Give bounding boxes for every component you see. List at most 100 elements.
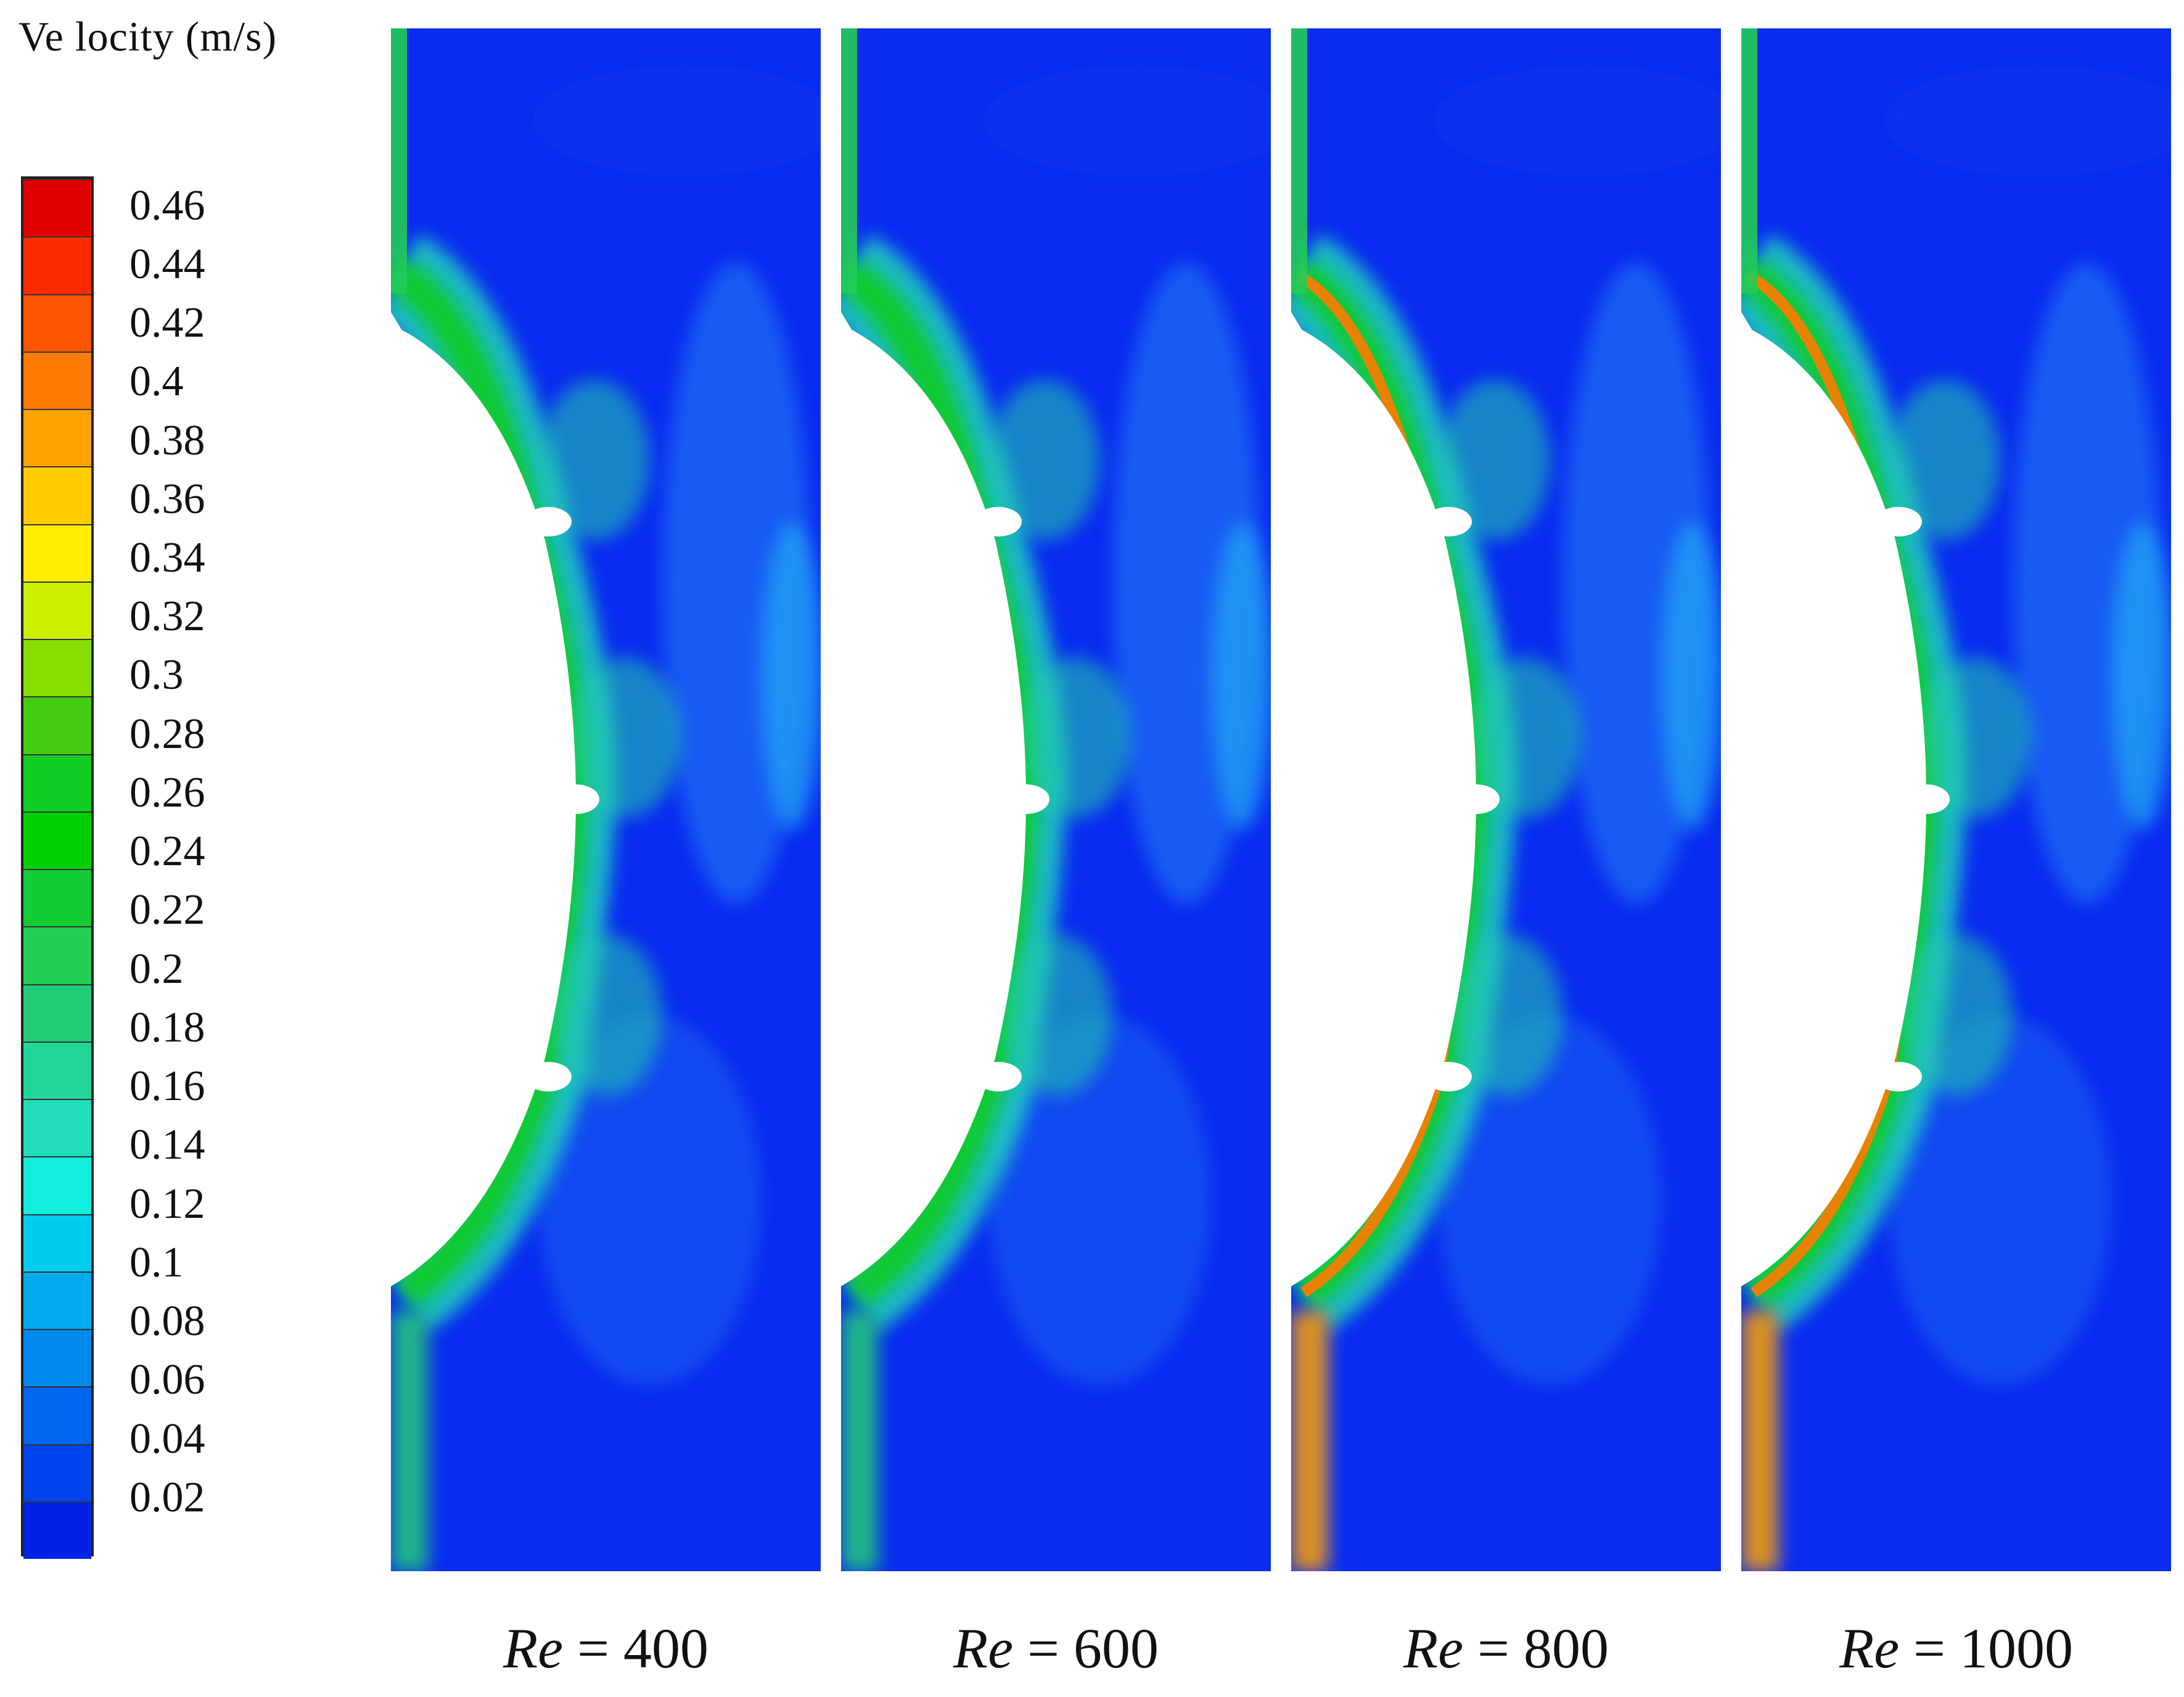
colorbar-tick-label: 0.28 xyxy=(129,710,205,758)
field-band xyxy=(539,1015,761,1385)
colorbar-tick-label: 0.14 xyxy=(129,1121,205,1169)
inlet-wall-jet xyxy=(1291,28,1307,294)
field-band xyxy=(761,522,821,830)
field-band xyxy=(1211,522,1271,830)
colorbar-cell xyxy=(23,236,91,294)
panel-label-re800: Re = 800 xyxy=(1403,1617,1609,1680)
cylinder-face xyxy=(391,324,576,1286)
velocity-colorbar xyxy=(21,176,94,1559)
colorbar-tick-label: 0.18 xyxy=(129,1003,205,1051)
field-band xyxy=(2111,522,2171,830)
cylinder-face xyxy=(1741,324,1926,1286)
colorbar-tick-label: 0.24 xyxy=(129,828,205,876)
cylinder-fin xyxy=(525,507,572,536)
colorbar-tick-labels: 0.46 0.44 0.42 0.4 0.38 0.36 0.34 0.32 0.3 0.28 0.… xyxy=(129,176,290,1556)
colorbar-cell xyxy=(23,581,91,639)
colorbar-tick-label: 0.4 xyxy=(129,358,184,406)
cylinder-fin xyxy=(1875,507,1922,536)
panel-label-re600: Re = 600 xyxy=(953,1617,1159,1680)
vortex-lobe xyxy=(1920,657,2031,818)
outlet-wall-jet xyxy=(1291,1311,1328,1571)
velocity-contour-plot xyxy=(1291,28,1721,1571)
vortex-lobe xyxy=(1889,380,2000,540)
colorbar-tick-label: 0.16 xyxy=(129,1062,205,1111)
panel-label-re1000: Re = 1000 xyxy=(1839,1617,2073,1680)
contour-panel-re1000 xyxy=(1741,28,2171,1571)
colorbar-cell xyxy=(23,1041,91,1099)
inlet-wall-jet xyxy=(841,28,857,294)
colorbar-cell xyxy=(23,466,91,524)
colorbar-cell xyxy=(23,1271,91,1329)
colorbar-tick-label: 0.26 xyxy=(129,768,205,816)
colorbar-tick-label: 0.3 xyxy=(129,651,184,699)
colorbar-cell xyxy=(23,1444,91,1502)
colorbar-tick-label: 0.32 xyxy=(129,593,205,641)
vortex-lobe xyxy=(1001,935,1112,1095)
colorbar-cell xyxy=(23,1099,91,1157)
cylinder-fin xyxy=(552,784,599,814)
cylinder-face xyxy=(841,324,1026,1286)
vortex-lobe xyxy=(1470,657,1581,818)
colorbar-cell xyxy=(23,1386,91,1444)
cylinder-fin xyxy=(1453,784,1500,814)
inlet-wall-jet xyxy=(391,28,407,294)
colorbar-cell xyxy=(23,409,91,467)
colorbar-tick-label: 0.42 xyxy=(129,299,205,347)
colorbar-tick-label: 0.36 xyxy=(129,475,205,523)
vortex-lobe xyxy=(989,380,1100,540)
colorbar-cell xyxy=(23,754,91,812)
cylinder-fin xyxy=(975,1062,1022,1091)
vortex-lobe xyxy=(1451,935,1562,1095)
field-band xyxy=(1439,1015,1661,1385)
colorbar-cell xyxy=(23,811,91,869)
colorbar-tick-label: 0.46 xyxy=(129,181,205,229)
velocity-contour-plot xyxy=(391,28,821,1571)
colorbar-cell xyxy=(23,696,91,754)
velocity-contour-plot xyxy=(841,28,1271,1571)
field-band xyxy=(989,1015,1211,1385)
colorbar-cell xyxy=(23,524,91,581)
colorbar-cell xyxy=(23,1329,91,1387)
contour-panel-re600 xyxy=(841,28,1271,1571)
outlet-wall-jet xyxy=(1741,1311,1778,1571)
colorbar-cell xyxy=(23,351,91,409)
field-band xyxy=(1661,522,1721,830)
vortex-lobe xyxy=(1902,935,2013,1095)
field-band xyxy=(1883,65,2171,176)
field-band xyxy=(1433,65,1721,176)
colorbar-cell xyxy=(23,869,91,927)
colorbar-tick-label: 0.02 xyxy=(129,1473,205,1521)
colorbar-tick-label: 0.12 xyxy=(129,1180,205,1228)
colorbar-tick-label: 0.06 xyxy=(129,1356,205,1404)
outlet-wall-jet xyxy=(391,1311,428,1571)
vortex-lobe xyxy=(539,380,650,540)
colorbar-cell xyxy=(23,294,91,351)
contour-panel-re800 xyxy=(1291,28,1721,1571)
colorbar-tick-label: 0.04 xyxy=(129,1415,205,1463)
colorbar-title: Ve locity (m/s) xyxy=(18,13,277,60)
velocity-contour-plot xyxy=(1741,28,2171,1571)
colorbar-tick-label: 0.1 xyxy=(129,1238,184,1286)
vortex-lobe xyxy=(1439,380,1550,540)
colorbar-cell xyxy=(23,926,91,984)
cylinder-face xyxy=(1291,324,1476,1286)
cylinder-fin xyxy=(975,507,1022,536)
panel-label-re400: Re = 400 xyxy=(503,1617,708,1680)
colorbar-cell xyxy=(23,1501,91,1559)
colorbar-tick-label: 0.08 xyxy=(129,1297,205,1346)
colorbar-cell xyxy=(23,1156,91,1214)
inlet-wall-jet xyxy=(1741,28,1757,294)
colorbar-cell xyxy=(23,179,91,237)
colorbar-tick-label: 0.22 xyxy=(129,886,205,934)
contour-panel-re400 xyxy=(391,28,821,1571)
colorbar-tick-label: 0.2 xyxy=(129,945,184,993)
cylinder-fin xyxy=(1425,507,1472,536)
colorbar-tick-label: 0.34 xyxy=(129,534,205,582)
vortex-lobe xyxy=(551,935,662,1095)
colorbar-tick-label: 0.44 xyxy=(129,240,205,288)
vortex-lobe xyxy=(570,657,681,818)
cylinder-fin xyxy=(525,1062,572,1091)
outlet-wall-jet xyxy=(841,1311,878,1571)
cylinder-fin xyxy=(1875,1062,1922,1091)
field-band xyxy=(1889,1015,2111,1385)
